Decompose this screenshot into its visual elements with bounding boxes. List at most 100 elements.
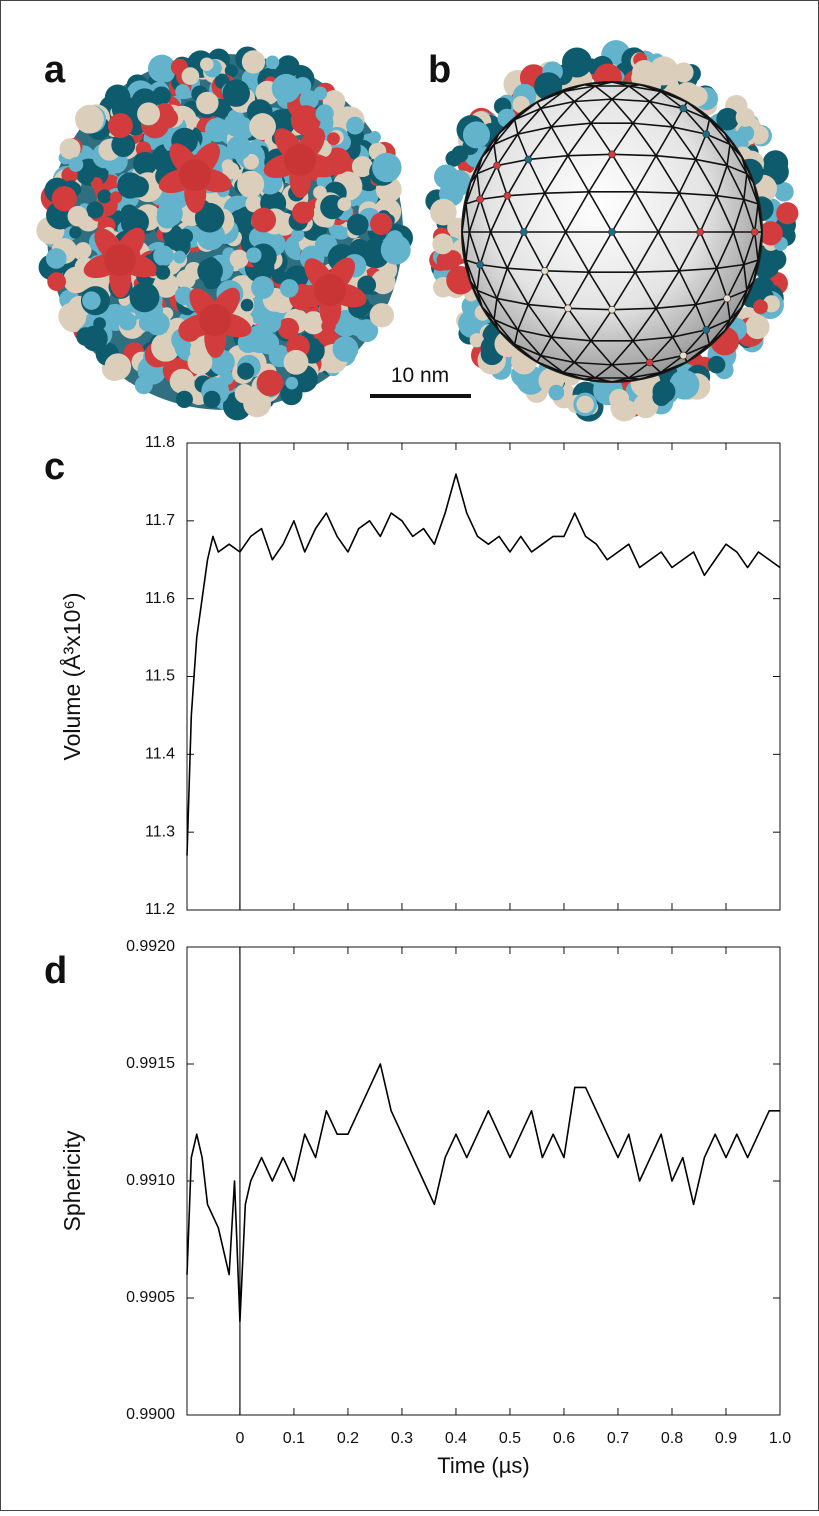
y-tick-label: 11.7: [145, 512, 175, 529]
mesh-edge: [679, 192, 717, 197]
mesh-edge: [563, 85, 596, 93]
protein-blob: [302, 311, 326, 335]
mesh-edge: [507, 267, 545, 272]
mesh-edge: [590, 98, 613, 124]
mesh-edge: [493, 319, 500, 331]
mesh-edge: [594, 85, 613, 100]
mesh-edge: [655, 126, 674, 157]
mesh-edge: [517, 347, 538, 363]
protein-blob: [175, 390, 193, 409]
mesh-edge: [715, 231, 735, 269]
protein-blob: [97, 189, 112, 204]
protein-blob: [197, 258, 223, 284]
y-axis-label: Volume (Å³x10⁶): [58, 593, 85, 761]
mesh-edge: [573, 361, 596, 379]
protein-blob: [173, 250, 186, 264]
mesh-edge: [536, 101, 542, 109]
protein-blob: [117, 172, 144, 199]
mesh-edge: [743, 264, 748, 291]
mesh-edge: [476, 290, 483, 308]
mesh-edge: [705, 329, 726, 350]
protein-blob: [315, 104, 334, 123]
mesh-edge: [588, 231, 613, 273]
mesh-edge: [672, 126, 707, 135]
mesh-node: [608, 228, 616, 236]
protein-blob: [229, 249, 249, 269]
mesh-edge: [476, 289, 498, 300]
panel-label: d: [44, 950, 67, 992]
mesh-edge: [479, 165, 498, 200]
protein-blob: [181, 67, 200, 85]
mesh-edge: [527, 126, 552, 160]
mesh-edge: [628, 85, 661, 93]
mesh-edge: [506, 159, 529, 197]
protein-blob: [204, 117, 230, 143]
mesh-edge: [655, 307, 674, 338]
mesh-edge: [649, 100, 674, 128]
mesh-node: [696, 228, 704, 236]
protein-blob: [74, 242, 92, 259]
mesh-edge: [544, 155, 569, 194]
protein-blob: [285, 376, 299, 390]
mesh-node: [702, 326, 710, 334]
mesh-edge: [465, 203, 471, 233]
mesh-edge: [567, 271, 590, 309]
mesh-edge: [496, 297, 529, 306]
mesh-edge: [528, 154, 568, 161]
protein-blob: [716, 107, 739, 131]
mesh-edge: [657, 192, 680, 233]
mesh-edge: [536, 355, 542, 363]
mesh-edge: [660, 354, 684, 374]
mesh-edge: [562, 361, 575, 374]
mesh-edge: [476, 144, 495, 175]
y-tick-label: 0.9900: [126, 1406, 175, 1423]
mesh-edge: [729, 289, 748, 320]
mesh-edge: [655, 270, 680, 309]
y-tick-label: 0.9910: [126, 1172, 175, 1189]
mesh-edge: [715, 195, 735, 233]
mesh-edge: [611, 307, 657, 311]
protein-blob: [243, 153, 259, 170]
y-tick-label: 0.9920: [126, 938, 175, 955]
mesh-edge: [590, 309, 613, 342]
mesh-edge: [479, 199, 492, 233]
x-tick-label: 0.3: [391, 1430, 413, 1447]
pentamer: [179, 159, 211, 191]
protein-blob: [753, 299, 768, 315]
protein-blob: [265, 55, 280, 70]
mesh-node: [540, 267, 549, 275]
protein-blob: [122, 208, 149, 236]
mesh-edge: [632, 307, 657, 342]
mesh-edge: [753, 203, 759, 233]
mesh-edge: [705, 318, 731, 331]
mesh-edge: [523, 192, 546, 233]
mesh-edge: [726, 165, 745, 200]
protein-blob: [138, 314, 156, 332]
mesh-edge: [611, 340, 634, 366]
mesh-edge: [468, 231, 481, 265]
mesh-edge: [476, 173, 481, 200]
protein-blob: [432, 233, 454, 255]
mesh-edge: [665, 361, 688, 373]
protein-blob: [174, 286, 194, 306]
protein-blob: [104, 84, 131, 111]
mesh-edge: [550, 126, 569, 157]
mesh-edge: [489, 195, 509, 233]
mesh-edge: [507, 192, 545, 197]
mesh-edge: [496, 158, 529, 167]
mesh-edge: [564, 231, 590, 273]
protein-blob: [241, 50, 266, 74]
mesh-edge: [672, 304, 697, 338]
mesh-edge: [527, 304, 552, 338]
plot-frame: [186, 442, 781, 911]
protein-blob: [222, 79, 250, 107]
x-tick-label: 1.0: [769, 1430, 791, 1447]
mesh-edge: [715, 268, 728, 299]
protein-blob: [237, 362, 255, 380]
protein-blob: [380, 234, 411, 265]
mesh-edge: [506, 231, 525, 269]
mesh-node: [679, 104, 688, 113]
x-tick-label: 0.6: [553, 1430, 575, 1447]
mesh-edge: [517, 304, 529, 331]
